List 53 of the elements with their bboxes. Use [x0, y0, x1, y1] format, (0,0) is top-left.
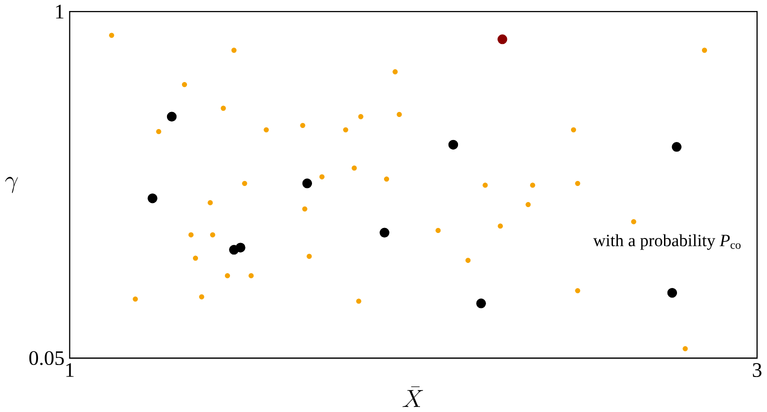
point	[667, 288, 678, 298]
point	[682, 346, 688, 352]
point	[530, 182, 536, 188]
point	[570, 127, 576, 132]
point	[465, 258, 471, 264]
point	[302, 206, 308, 212]
point	[352, 166, 357, 171]
point	[358, 114, 364, 120]
point	[631, 219, 636, 224]
point	[236, 242, 246, 253]
point	[575, 288, 580, 294]
point	[319, 174, 325, 180]
point	[482, 182, 488, 188]
point	[306, 254, 312, 260]
point	[343, 127, 348, 132]
point	[242, 180, 248, 186]
point	[210, 232, 216, 238]
point	[672, 142, 682, 152]
x-tick-label: 3	[752, 363, 762, 378]
point	[109, 32, 114, 38]
point	[248, 273, 254, 278]
point	[380, 228, 390, 238]
point	[220, 106, 226, 111]
point	[476, 298, 486, 308]
point	[302, 178, 312, 188]
y-tick-label: 0.05	[29, 351, 64, 366]
point	[156, 129, 162, 134]
point	[396, 112, 402, 118]
point	[208, 200, 213, 206]
point	[498, 224, 503, 229]
annotation: with a probability P$_{co}$	[593, 234, 741, 250]
point	[526, 202, 531, 208]
point	[702, 48, 708, 53]
point	[148, 194, 158, 204]
point	[199, 294, 204, 300]
point	[166, 112, 177, 122]
point	[498, 34, 508, 44]
point	[392, 69, 398, 74]
point	[231, 48, 237, 53]
point	[224, 273, 230, 278]
y-axis-title: $\gamma$	[5, 176, 18, 194]
point	[132, 296, 138, 302]
point	[182, 82, 188, 88]
x-axis-title: $\bar{X}$	[402, 386, 424, 408]
point	[192, 256, 198, 261]
point	[575, 180, 580, 186]
point	[448, 140, 458, 150]
point	[188, 232, 194, 238]
point	[356, 298, 362, 304]
point	[436, 228, 441, 234]
point	[300, 122, 306, 128]
point	[384, 176, 390, 182]
point	[264, 127, 269, 132]
